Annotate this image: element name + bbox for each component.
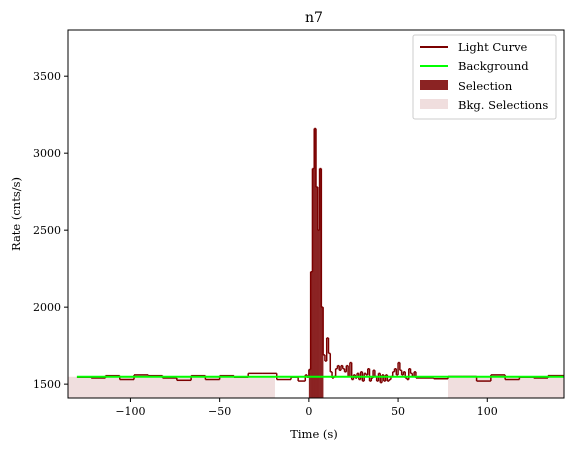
x-tick-label: −50: [208, 405, 231, 418]
legend-entry-selection: Selection: [420, 79, 513, 93]
legend-entry-bkg-selections: Bkg. Selections: [420, 98, 548, 112]
y-axis-label: Rate (cnts/s): [9, 177, 23, 251]
selection-bar: [308, 369, 311, 398]
chart-title: n7: [305, 10, 323, 26]
selection-bar: [316, 187, 319, 398]
x-tick-label: −100: [115, 405, 145, 418]
x-tick-label: 0: [305, 405, 312, 418]
bkg-selection-layer: [68, 376, 564, 398]
x-axis-label: Time (s): [290, 427, 338, 441]
legend-swatch-bkg-selections: [420, 99, 448, 109]
x-tick-label: 100: [477, 405, 498, 418]
selection-bar: [317, 230, 320, 398]
bkg-selection-region: [448, 376, 564, 398]
legend-frame: [412, 34, 557, 120]
selection-bar: [312, 168, 315, 398]
legend-swatch-selection: [420, 80, 448, 90]
y-tick-label: 1500: [33, 378, 61, 391]
legend-entry-light-curve: Light Curve: [420, 40, 528, 54]
legend-entry-background: Background: [420, 59, 529, 73]
y-tick-label: 3500: [33, 70, 61, 83]
legend-label-light-curve: Light Curve: [458, 40, 528, 54]
axes-layer: −100 −50 0 50 100 1500 2000 2500 3000 3500: [33, 29, 565, 418]
selection-bar: [314, 128, 317, 398]
y-tick-label: 3000: [33, 147, 61, 160]
x-tick-label: 50: [391, 405, 405, 418]
legend-label-bkg-selections: Bkg. Selections: [458, 98, 548, 112]
y-tick-label: 2000: [33, 301, 61, 314]
legend: Light Curve Background Selection Bkg. Se…: [412, 34, 557, 120]
selection-bar: [310, 271, 313, 398]
plot-frame: [67, 29, 565, 399]
legend-label-selection: Selection: [458, 79, 513, 93]
bkg-selection-region: [68, 376, 275, 398]
y-tick-label: 2500: [33, 224, 61, 237]
legend-label-background: Background: [458, 59, 529, 73]
